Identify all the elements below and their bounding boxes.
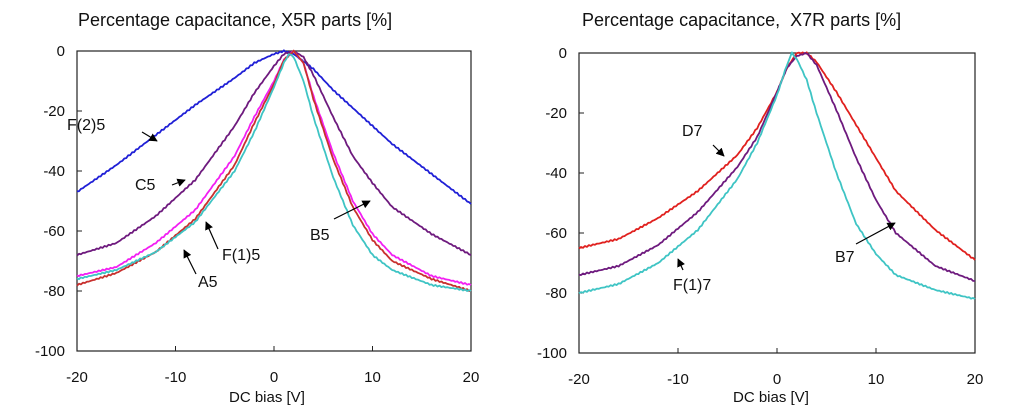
series-callout-label: D7	[682, 123, 703, 140]
chart-title: Percentage capacitance, X5R parts [%]	[78, 10, 393, 30]
y-tick-label: -60	[545, 225, 567, 242]
series-callout-label: F(1)5	[222, 247, 260, 264]
series-line-f-1-7	[578, 51, 976, 300]
series-callout-label: F(2)5	[67, 117, 105, 134]
chart-title: Percentage capacitance, X7R parts [%]	[582, 10, 902, 30]
series-callout-label: C5	[135, 177, 156, 194]
series-callout-label: F(1)7	[673, 277, 711, 294]
series-callout-label: B5	[310, 227, 330, 244]
series-line-d7	[578, 51, 976, 261]
plot-frame	[76, 50, 472, 352]
series-callout-label: B7	[835, 249, 855, 266]
y-tick-label: -20	[545, 105, 567, 122]
x-axis-label: DC bias [V]	[733, 389, 809, 406]
x-tick-label: 0	[270, 369, 278, 386]
series-callout-label: A5	[198, 274, 218, 291]
callout-arrow	[712, 144, 725, 157]
series-line-b5	[76, 53, 472, 292]
series-line-c5	[76, 49, 472, 257]
series-line-f-2-5	[76, 49, 472, 205]
x-tick-label: -20	[66, 369, 88, 386]
x-tick-label: -10	[165, 369, 187, 386]
y-tick-label: -100	[35, 343, 65, 360]
series-line-b7	[578, 52, 976, 282]
y-tick-label: 0	[57, 43, 65, 60]
y-tick-label: 0	[559, 45, 567, 62]
callout-arrow	[141, 131, 158, 142]
x-tick-label: 10	[364, 369, 381, 386]
x-tick-label: 10	[868, 371, 885, 388]
x-tick-label: -10	[667, 371, 689, 388]
x-tick-label: 0	[773, 371, 781, 388]
callout-arrow	[205, 221, 219, 250]
x-tick-label: -20	[568, 371, 590, 388]
x-tick-label: 20	[967, 371, 984, 388]
y-tick-label: -40	[43, 163, 65, 180]
callout-arrow	[855, 222, 896, 245]
callout-arrow	[677, 258, 685, 271]
chart-plot-area: 0-20-40-60-80-100-20 -10 0 10 20F(2)5C5F(1)5…	[35, 43, 480, 386]
y-tick-label: -100	[537, 345, 567, 362]
y-tick-label: -20	[43, 103, 65, 120]
plot-frame	[578, 52, 976, 354]
chart-x7r: Percentage capacitance, X7R parts [%] 0 -…	[512, 0, 1024, 416]
y-tick-label: -40	[545, 165, 567, 182]
callout-arrow	[333, 200, 371, 220]
series-line-f-1-5	[76, 50, 472, 286]
x-tick-label: 20	[463, 369, 480, 386]
y-tick-label: -80	[545, 285, 567, 302]
chart-x5r: Percentage capacitance, X5R parts [%] 0 -…	[35, 10, 480, 406]
x-axis-label: DC bias [V]	[229, 389, 305, 406]
y-tick-label: -60	[43, 223, 65, 240]
callout-arrow	[171, 178, 186, 187]
y-tick-label: -80	[43, 283, 65, 300]
callout-arrow	[183, 249, 197, 275]
